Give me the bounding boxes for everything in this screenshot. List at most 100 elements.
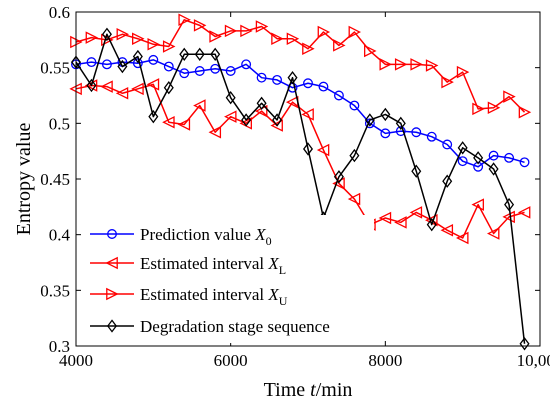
y-tick-label: 0.4 (49, 226, 71, 245)
series-3-point (410, 58, 423, 71)
series-1-point (163, 61, 174, 72)
series-4-point (256, 96, 267, 110)
axes-layer (75, 11, 541, 347)
y-tick-label: 0.3 (49, 337, 70, 356)
series-4-point (364, 113, 375, 127)
series-3-point (425, 59, 439, 72)
series-4-point (333, 170, 344, 184)
legend-entry-3: Estimated interval XU (90, 285, 288, 308)
legend-entry-4: Degradation stage sequence (90, 317, 330, 336)
series-3-point (193, 19, 207, 32)
series-1-point (272, 74, 283, 85)
series-4-point (148, 109, 159, 124)
series-2-point (301, 108, 314, 121)
series-2-point (471, 198, 484, 211)
series-2-point (270, 119, 283, 132)
y-axis-title: Entropy value (13, 123, 35, 236)
series-3-point (487, 101, 501, 114)
series-2-point (224, 110, 237, 123)
legend-label-3: Estimated interval XU (140, 285, 288, 308)
legend-swatch-marker (106, 287, 119, 301)
series-2-point (84, 79, 98, 92)
series-2-point (100, 80, 113, 93)
series-4-point (411, 164, 422, 178)
legend-swatch-marker (107, 229, 117, 239)
series-1-point (86, 57, 97, 68)
series-1-line (75, 59, 525, 168)
series-4-point (380, 107, 391, 122)
tick-label-layer: 4000 6000 8000 10,000 0.3 0.35 0.4 0.45 0.5 0.55 0… (40, 3, 550, 370)
series-4-point (488, 162, 499, 176)
series-4-point (194, 47, 205, 61)
series-4-point (86, 78, 97, 93)
series-4-point (442, 174, 453, 188)
x-tick-label: 10,000 (517, 351, 550, 370)
series-2-point (316, 143, 330, 157)
series-4-point (519, 337, 530, 351)
series-1-point (179, 68, 190, 79)
series-4-point (457, 141, 468, 155)
series-3-point (518, 105, 532, 119)
series-4-line (75, 33, 526, 344)
series-1-point (210, 63, 221, 74)
series-4-point (225, 91, 236, 105)
series-2-point (502, 210, 515, 224)
series-4-point (163, 81, 174, 95)
series-3-point (441, 75, 454, 89)
series-2-point (456, 231, 469, 245)
y-tick-label: 0.55 (40, 59, 70, 78)
series-3-point (348, 25, 362, 39)
series-3-point (286, 32, 300, 45)
x-tick-label: 4000 (59, 351, 93, 370)
series-2-point (146, 78, 160, 91)
series-4-point (179, 47, 190, 61)
series-2-point (332, 177, 345, 190)
series-3-point (240, 24, 253, 38)
series-3-point (271, 32, 284, 45)
x-tick-label: 6000 (214, 351, 248, 370)
series-3-point (317, 25, 331, 39)
series-2-point (131, 82, 144, 96)
series-1-point (364, 118, 375, 129)
series-1-point (241, 59, 252, 70)
series-1-point (148, 54, 159, 65)
series-3-point (302, 42, 315, 55)
series-3-point (178, 13, 191, 27)
series-4-point (504, 197, 515, 212)
series-1-point (256, 72, 267, 83)
series-4-point (241, 113, 252, 127)
series-2-point (208, 125, 222, 139)
series-3-point (85, 31, 99, 44)
series-3-point (132, 32, 145, 45)
series-4-point (287, 71, 298, 85)
series-3-point (255, 20, 269, 33)
y-tick-label: 0.35 (40, 281, 70, 300)
series-2-point (115, 87, 129, 100)
series-1-point (349, 100, 360, 111)
series-2-group (69, 78, 531, 245)
y-tick-label: 0.6 (49, 3, 70, 22)
series-3-point (101, 33, 114, 47)
series-4-point (395, 116, 406, 131)
series-3-point (456, 65, 470, 79)
series-1-point (380, 128, 391, 139)
series-1-point (519, 157, 530, 168)
series-4-point (426, 217, 437, 232)
series-1-point (318, 81, 329, 92)
legend-box (84, 215, 374, 343)
legend-label-2: Estimated interval XL (140, 254, 286, 277)
series-3-point (394, 58, 408, 71)
series-4-point (101, 27, 112, 41)
series-1-point (442, 139, 453, 150)
series-4-point (349, 148, 360, 163)
series-3-point (333, 39, 346, 52)
series-4-point (117, 59, 128, 74)
series-3-point (379, 58, 392, 71)
series-4-point (302, 142, 314, 156)
series-2-point (517, 206, 531, 219)
series-2-point (440, 223, 454, 237)
series-2-point (177, 118, 191, 131)
series-2-point (409, 206, 423, 219)
series-2-point (378, 211, 392, 225)
